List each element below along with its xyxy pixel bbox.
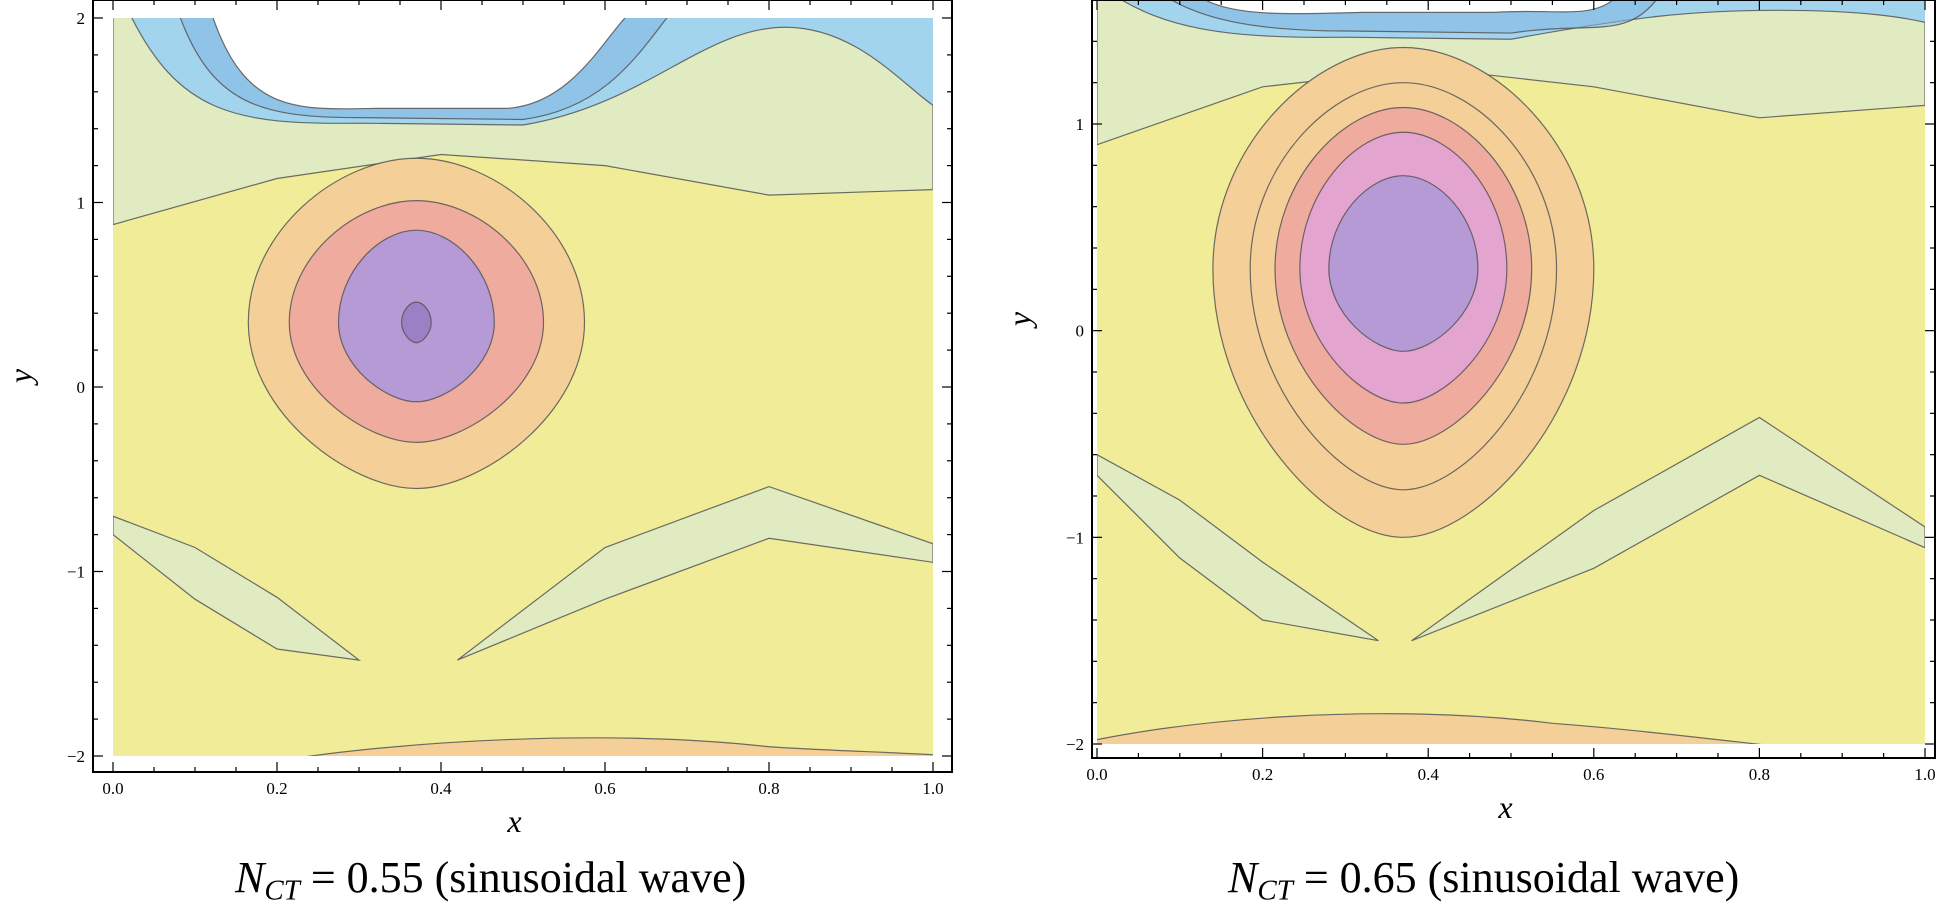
panel-2-bottom-orange-region [1097,713,1762,744]
panel-2-x-tick-label: 0.0 [1086,765,1107,784]
panel-1-y-tick-label: 1 [77,194,86,213]
panel-2-x-tick-label: 0.4 [1418,765,1440,784]
panel-2-y-tick-label: −2 [1066,735,1084,754]
panel-1-x-tick-label: 0.8 [758,779,779,798]
panel-1-y-tick-label: 0 [77,378,86,397]
caption-left: NCT = 0.55 (sinusoidal wave) [235,852,746,907]
panel-2-x-tick-label: 1.0 [1914,765,1935,784]
caption-left-value: = 0.55 (sinusoidal wave) [299,853,747,902]
panel-1-upper-white-region [212,18,626,110]
panel-2-frame [1091,0,1936,759]
panel-2-x-tick-label: 0.6 [1583,765,1604,784]
panel-1-x-axis-label: x [506,803,521,839]
caption-right-value: = 0.65 (sinusoidal wave) [1292,853,1740,902]
panel-2-x-axis-label: x [1497,789,1512,825]
panel-1-y-tick-label: −2 [67,747,85,766]
panel-2-lower-green-lobe-right [1411,416,1925,642]
panel-1-plot-area [113,18,933,756]
panel-1-lower-green-lobe-right [457,485,933,661]
panel-2-upper-white-region [1203,0,1614,15]
panel-2-bolus-contour-5 [1328,175,1479,352]
panel-2-x-tick-label: 0.2 [1252,765,1273,784]
panel-1-y-axis-label: y [2,368,38,386]
panel-1-x-tick-label: 0.6 [594,779,615,798]
panel-1-x-tick-label: 1.0 [922,779,943,798]
panel-1-x-tick-label: 0.2 [266,779,287,798]
panel-1-lower-green-lobe-left [113,515,362,661]
panel-2-y-tick-label: 0 [1076,322,1085,341]
panel-1-y-tick-label: −1 [67,563,85,582]
panel-2-x-tick-label: 0.8 [1749,765,1770,784]
panel-2-y-tick-label: −1 [1066,528,1084,547]
caption-right-subscript: CT [1257,874,1293,907]
caption-left-symbol: N [235,853,265,902]
caption-right: NCT = 0.65 (sinusoidal wave) [1228,852,1739,907]
panel-2-plot-area [1097,0,1925,744]
caption-left-subscript: CT [264,874,300,907]
panel-1-x-tick-label: 0.0 [102,779,123,798]
panel-1-bolus-contour-4 [401,301,432,344]
panel-2-y-tick-label: 1 [1076,115,1085,134]
panel-1-y-tick-label: 2 [77,9,86,28]
panel-2-y-axis-label: y [1001,311,1037,329]
panel-1-bottom-orange-region [306,737,933,756]
panel-2-lower-green-lobe-left [1097,454,1379,642]
caption-right-symbol: N [1228,853,1258,902]
panel-1-x-tick-label: 0.4 [430,779,452,798]
